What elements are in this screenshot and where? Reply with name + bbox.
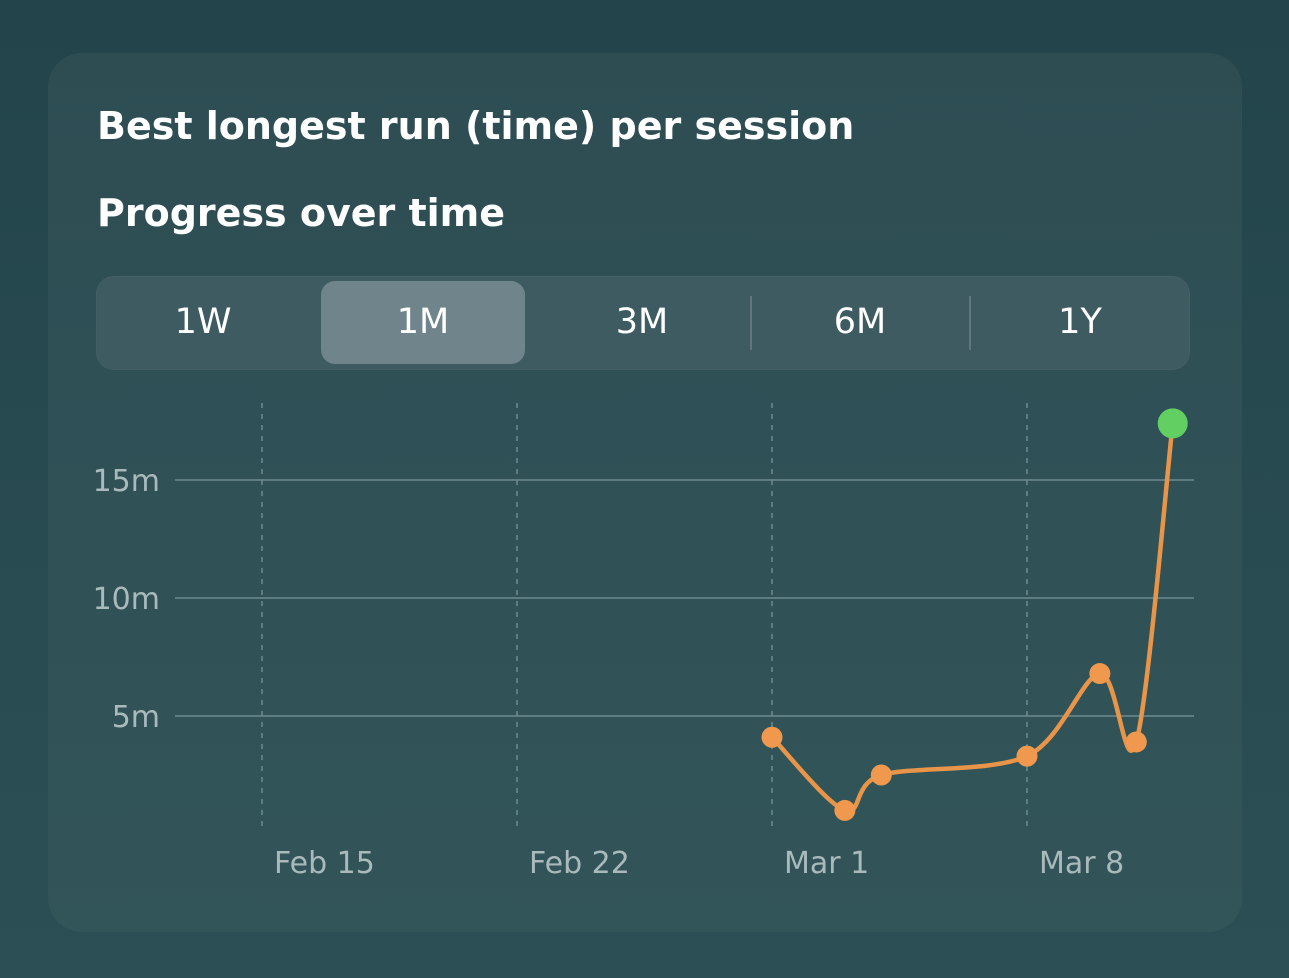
latest-data-point[interactable] — [1157, 408, 1188, 439]
data-point[interactable] — [1016, 745, 1038, 767]
y-axis-labels: 5m 10m 15m — [93, 464, 160, 735]
series-points — [761, 408, 1188, 821]
range-3m-button[interactable]: 3M — [615, 302, 669, 342]
card-title: Best longest run (time) per session — [97, 104, 855, 148]
data-point[interactable] — [761, 726, 783, 748]
data-point[interactable] — [870, 764, 892, 786]
range-1m-button[interactable]: 1M — [321, 281, 525, 364]
range-1y-button[interactable]: 1Y — [1058, 302, 1102, 342]
progress-line-chart: 5m 10m 15m Feb 15 Feb 22 Mar 1 Mar 8 — [93, 403, 1194, 881]
chart-card: Best longest run (time) per session Prog… — [48, 53, 1242, 932]
range-1w-button[interactable]: 1W — [174, 302, 232, 342]
segment-divider — [750, 296, 752, 350]
series-line — [769, 421, 1175, 814]
x-tick-label: Feb 15 — [274, 846, 375, 881]
y-tick-label: 5m — [112, 700, 160, 735]
vertical-gridlines — [261, 403, 1028, 830]
x-tick-label: Mar 8 — [1039, 846, 1124, 881]
data-point[interactable] — [1089, 663, 1111, 685]
time-range-selector: 1W 1M 3M 6M 1Y — [96, 276, 1190, 370]
x-tick-label: Feb 22 — [529, 846, 630, 881]
x-tick-label: Mar 1 — [784, 846, 869, 881]
segment-divider — [969, 296, 971, 350]
range-6m-button[interactable]: 6M — [833, 302, 887, 342]
horizontal-gridlines — [175, 479, 1194, 717]
data-point[interactable] — [834, 799, 856, 821]
y-tick-label: 10m — [93, 582, 160, 617]
x-axis-labels: Feb 15 Feb 22 Mar 1 Mar 8 — [274, 846, 1124, 881]
y-tick-label: 15m — [93, 464, 160, 499]
chart-subtitle: Progress over time — [97, 191, 506, 235]
data-point[interactable] — [1125, 731, 1147, 753]
